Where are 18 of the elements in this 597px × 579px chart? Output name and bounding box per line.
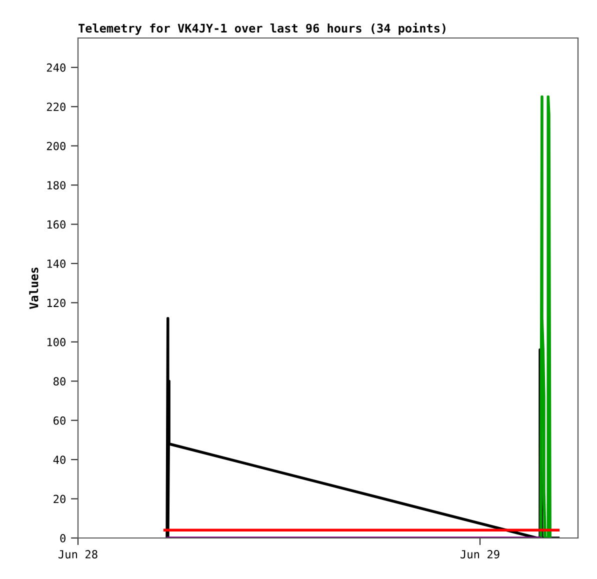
y-tick-label: 220 [46, 102, 66, 112]
y-tick-label: 60 [54, 416, 66, 425]
chart-title: Telemetry for VK4JY-1 over last 96 hours (34 points) [78, 22, 446, 35]
y-tick-label: 200 [46, 142, 66, 150]
y-tick-label: 40 [53, 456, 66, 464]
x-tick-label: Jun 29 [460, 550, 500, 558]
line-series [539, 95, 552, 538]
y-tick-label: 20 [54, 494, 66, 504]
y-tick-label: 80 [54, 377, 66, 386]
y-tick-label: 0 [60, 534, 66, 542]
y-tick-label: 160 [47, 220, 66, 229]
x-tick-label: Jun 28 [58, 550, 98, 558]
y-tick-label: 100 [47, 338, 66, 346]
y-tick-label: 240 [46, 63, 66, 72]
y-tick-label: 180 [47, 181, 66, 190]
y-axis-title: Values [29, 268, 38, 309]
y-tick-label: 140 [47, 259, 66, 268]
y-tick-label: 120 [47, 298, 66, 308]
